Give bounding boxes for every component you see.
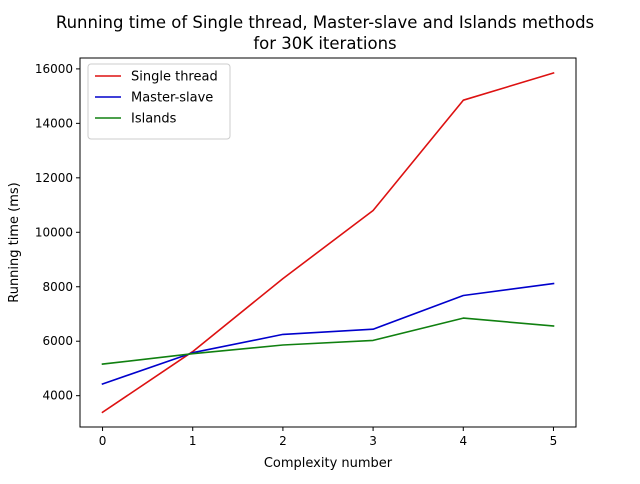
x-tick-label: 3 xyxy=(369,434,377,448)
y-tick-label: 4000 xyxy=(42,389,73,403)
legend-label-2: Islands xyxy=(131,112,177,127)
y-tick-label: 10000 xyxy=(35,225,73,239)
y-tick-label: 16000 xyxy=(35,62,73,76)
plot-area-frame xyxy=(79,57,577,428)
series-lines xyxy=(101,72,555,414)
chart-title: Running time of Single thread, Master-sl… xyxy=(56,13,594,53)
x-tick-label: 1 xyxy=(189,434,197,448)
y-axis-ticks: 4000 6000 8000 10000 12000 14000 16000 xyxy=(35,62,80,403)
x-axis-ticks: 0 1 2 3 4 5 xyxy=(99,427,558,448)
x-tick-label: 4 xyxy=(459,434,467,448)
x-tick-label: 5 xyxy=(550,434,558,448)
chart-title-line-1: Running time of Single thread, Master-sl… xyxy=(56,13,594,32)
y-axis-label: Running time (ms) xyxy=(7,182,22,303)
legend-box xyxy=(87,63,231,140)
series-line-0 xyxy=(101,72,555,414)
x-axis-label: Complexity number xyxy=(264,456,393,471)
y-tick-label: 6000 xyxy=(42,334,73,348)
y-tick-label: 12000 xyxy=(35,171,73,185)
y-tick-label: 8000 xyxy=(42,280,73,294)
x-tick-label: 0 xyxy=(99,434,107,448)
series-line-2 xyxy=(101,317,555,365)
legend-label-1: Master-slave xyxy=(131,91,213,106)
series-line-1 xyxy=(101,282,555,386)
y-tick-label: 14000 xyxy=(35,116,73,130)
legend-label-0: Single thread xyxy=(131,70,218,85)
chart-title-line-2: for 30K iterations xyxy=(253,34,396,53)
legend: Single thread Master-slave Islands xyxy=(87,63,231,140)
x-tick-label: 2 xyxy=(279,434,287,448)
